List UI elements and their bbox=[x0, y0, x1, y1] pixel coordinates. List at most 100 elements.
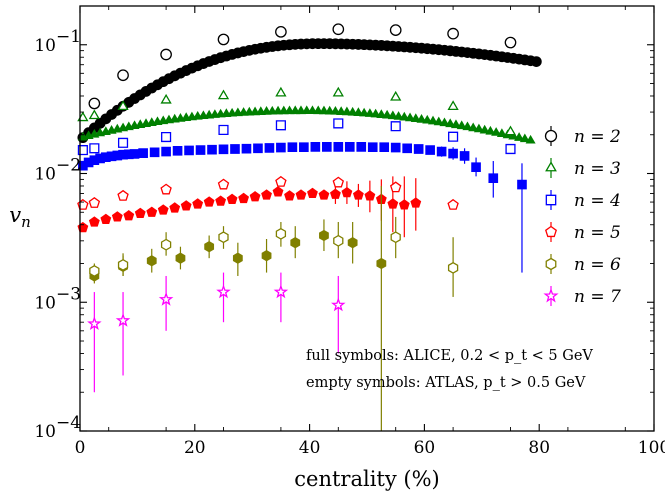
atlas-point-n3 bbox=[332, 86, 344, 97]
atlas-point-n2 bbox=[389, 24, 402, 36]
alice-point-n4 bbox=[379, 142, 390, 153]
alice-point-n5 bbox=[157, 204, 169, 215]
alice-point-n3 bbox=[433, 116, 444, 126]
alice-point-n5 bbox=[410, 197, 422, 208]
alice-point-n3 bbox=[364, 108, 375, 117]
atlas-point-n3 bbox=[88, 109, 100, 120]
alice-point-n3 bbox=[347, 106, 358, 116]
alice-point-n3 bbox=[370, 108, 381, 118]
alice-point-n5 bbox=[100, 213, 112, 225]
legend-marker-n4 bbox=[545, 194, 557, 206]
data-marks bbox=[77, 23, 542, 431]
atlas-point-n5 bbox=[217, 178, 230, 190]
alice-point-n4 bbox=[471, 162, 481, 172]
alice-point-n4 bbox=[322, 142, 332, 152]
atlas-point-n4 bbox=[161, 131, 172, 143]
alice-point-n5 bbox=[364, 190, 376, 201]
atlas-point-n3 bbox=[117, 100, 129, 110]
atlas-point-n4 bbox=[333, 118, 344, 129]
legend-item-n4: n = 4 bbox=[545, 190, 621, 211]
x-tick-label: 100 bbox=[638, 438, 665, 458]
atlas-point-n2 bbox=[332, 23, 345, 36]
y-tick-exponent: −3 bbox=[56, 284, 81, 304]
legend-item-n3: n = 3 bbox=[545, 158, 621, 179]
atlas-point-n4 bbox=[77, 145, 88, 156]
alice-point-n4 bbox=[448, 148, 458, 159]
alice-point-n5 bbox=[111, 211, 123, 222]
alice-point-n4 bbox=[310, 142, 321, 152]
atlas-point-n4 bbox=[117, 137, 129, 148]
legend-label-n4: n = 4 bbox=[574, 191, 621, 211]
alice-point-n4 bbox=[287, 142, 298, 153]
alice-point-n6 bbox=[232, 252, 243, 264]
legend-label-n6: n = 6 bbox=[574, 255, 621, 275]
y-tick-exponent: −4 bbox=[56, 413, 81, 433]
alice-point-n3 bbox=[399, 111, 410, 121]
y-axis-title: vn bbox=[9, 203, 31, 231]
series-n5 bbox=[77, 175, 459, 238]
alice-point-n3 bbox=[508, 130, 519, 140]
atlas-point-n6 bbox=[447, 261, 459, 274]
x-tick-label: 60 bbox=[414, 438, 436, 458]
alice-point-n6 bbox=[376, 257, 387, 270]
series-n6 bbox=[89, 185, 459, 431]
atlas-point-n4 bbox=[89, 143, 100, 154]
alice-point-n3 bbox=[427, 115, 439, 125]
alice-point-n5 bbox=[123, 210, 135, 221]
alice-point-n5 bbox=[203, 196, 215, 207]
atlas-point-n3 bbox=[160, 93, 172, 104]
alice-point-n3 bbox=[450, 119, 461, 129]
alice-point-n3 bbox=[376, 109, 387, 118]
legend-item-n5: n = 5 bbox=[545, 222, 621, 243]
alice-point-n5 bbox=[261, 189, 272, 200]
alice-point-n5 bbox=[180, 200, 192, 211]
atlas-point-n7 bbox=[115, 312, 131, 327]
atlas-point-n5 bbox=[447, 198, 459, 210]
alice-point-n4 bbox=[129, 149, 140, 159]
alice-point-n6 bbox=[146, 255, 157, 267]
legend-marker-n7 bbox=[543, 288, 559, 303]
alice-point-n5 bbox=[88, 216, 100, 227]
alice-point-n4 bbox=[161, 146, 171, 157]
alice-point-n3 bbox=[525, 134, 536, 144]
legend-marker-n2 bbox=[544, 129, 558, 143]
atlas-point-n3 bbox=[275, 86, 287, 97]
atlas-point-n5 bbox=[88, 197, 101, 208]
legend-item-n2: n = 2 bbox=[544, 126, 621, 147]
legend-label-n3: n = 3 bbox=[574, 159, 621, 179]
atlas-point-n5 bbox=[275, 175, 287, 187]
alice-point-n4 bbox=[488, 173, 499, 183]
alice-point-n5 bbox=[398, 199, 410, 210]
alice-point-n3 bbox=[473, 123, 484, 133]
atlas-point-n2 bbox=[217, 33, 230, 46]
alice-point-n4 bbox=[344, 142, 355, 152]
atlas-point-n5 bbox=[389, 181, 402, 193]
alice-point-n4 bbox=[517, 179, 527, 190]
alice-point-n4 bbox=[436, 146, 447, 157]
legend-label-n7: n = 7 bbox=[574, 287, 621, 307]
atlas-point-n6 bbox=[390, 231, 401, 244]
atlas-point-n5 bbox=[160, 183, 172, 195]
alice-point-n4 bbox=[276, 142, 286, 153]
atlas-point-n7 bbox=[331, 297, 346, 312]
alice-point-n5 bbox=[249, 191, 261, 202]
alice-point-n4 bbox=[356, 142, 367, 152]
alice-point-n6 bbox=[290, 237, 301, 249]
y-tick-label: 10 bbox=[34, 422, 56, 442]
alice-point-n3 bbox=[341, 106, 352, 116]
atlas-point-n2 bbox=[504, 36, 517, 49]
atlas-point-n6 bbox=[160, 238, 172, 251]
atlas-point-n4 bbox=[448, 131, 459, 142]
plot-frame bbox=[79, 5, 655, 432]
alice-point-n2 bbox=[530, 56, 542, 67]
alice-point-n3 bbox=[462, 121, 473, 131]
alice-point-n3 bbox=[353, 107, 364, 116]
series-n3 bbox=[77, 86, 536, 144]
alice-point-n4 bbox=[367, 142, 378, 153]
atlas-point-n6 bbox=[117, 258, 129, 271]
atlas-point-n4 bbox=[218, 124, 229, 135]
legend-item-n6: n = 6 bbox=[545, 254, 621, 275]
alice-point-n3 bbox=[359, 107, 370, 117]
alice-point-n5 bbox=[352, 189, 364, 200]
